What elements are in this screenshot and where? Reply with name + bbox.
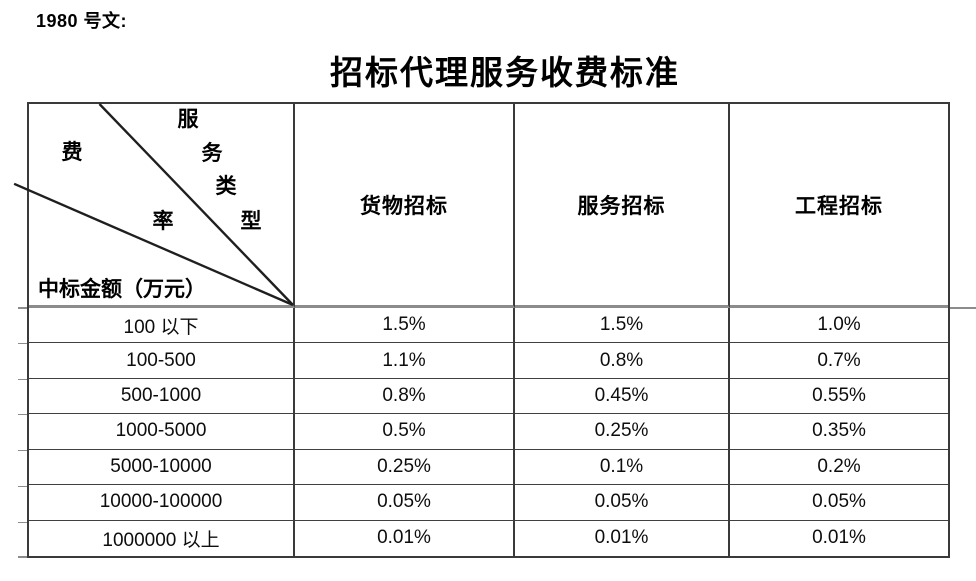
fee-value: 0.25% — [295, 449, 515, 486]
row-line-extension — [18, 522, 27, 523]
row-label: 100 以下 — [29, 308, 295, 344]
row-label: 1000-5000 — [29, 414, 295, 450]
corner-rate-char: 费 — [61, 140, 83, 164]
table-corner-cell: 服 务 类 型 费 率 中标金额（万元） — [13, 103, 295, 308]
fee-value: 1.5% — [515, 308, 730, 344]
fee-value: 0.35% — [730, 414, 948, 450]
fee-value: 0.8% — [515, 343, 730, 379]
row-line-extension — [18, 556, 27, 558]
fee-value: 0.01% — [812, 527, 866, 549]
fee-value: 0.8% — [295, 378, 515, 415]
corner-rate-char: 率 — [152, 209, 174, 233]
fee-value: 0.55% — [730, 379, 948, 415]
row-line-extension — [18, 486, 27, 487]
fee-value: 0.05% — [730, 485, 948, 521]
column-header-services-bidding: 服务招标 — [515, 104, 730, 308]
fee-value: 0.05% — [515, 485, 730, 521]
corner-service-type-char: 务 — [201, 141, 223, 165]
header-divider-extension — [950, 307, 976, 309]
fee-value: 0.7% — [730, 343, 948, 379]
row-label: 10000-100000 — [29, 485, 295, 521]
corner-amount-label: 中标金额（万元） — [38, 277, 206, 301]
fee-value: 0.01% — [295, 520, 515, 556]
column-header-works-bidding: 工程招标 — [730, 104, 948, 308]
fee-value: 1.0% — [730, 308, 948, 344]
diagonal-lines — [13, 103, 294, 307]
row-line-extension — [18, 379, 27, 380]
fee-value: 0.01% — [515, 520, 730, 556]
fee-value: 0.5% — [295, 414, 515, 450]
fee-value: 0.25% — [515, 414, 730, 450]
fee-value: 0.1% — [515, 449, 730, 486]
row-label: 500-1000 — [29, 378, 295, 415]
row-line-extension — [18, 450, 27, 451]
column-header-goods-bidding: 货物招标 — [295, 104, 515, 308]
doc-ref-label: 1980 号文: — [36, 11, 128, 31]
fee-value: 0.45% — [515, 378, 730, 415]
fee-table: 服 务 类 型 费 率 中标金额（万元） 货物招标 服务招标 工程招标 100 … — [13, 102, 950, 558]
fee-value: 1.1% — [295, 343, 515, 379]
row-line-extension — [18, 307, 27, 309]
corner-service-type-char: 型 — [240, 209, 262, 233]
fee-value: 1.5% — [295, 308, 515, 344]
corner-service-type-char: 服 — [177, 107, 199, 131]
page-title: 招标代理服务收费标准 — [330, 56, 680, 92]
row-label: 1000000 以上 — [29, 520, 295, 556]
row-line-extension — [18, 343, 27, 344]
fee-value: 0.05% — [295, 485, 515, 521]
corner-service-type-char: 类 — [215, 174, 237, 198]
row-label: 100-500 — [29, 343, 295, 379]
row-label: 5000-10000 — [29, 449, 295, 486]
fee-value: 0.2% — [730, 450, 948, 486]
row-line-extension — [18, 414, 27, 415]
